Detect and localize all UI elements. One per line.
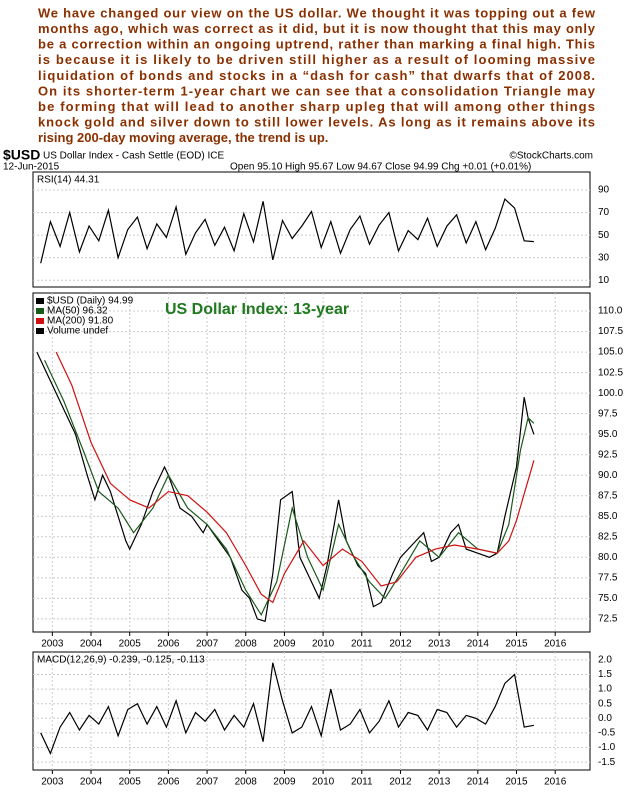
x-tick-label: 2003 [41,639,64,650]
x-tick-label: 2016 [544,777,567,788]
legend-label: MA(200) 91.80 [47,316,114,327]
line [36,351,535,623]
legend-label: $USD (Daily) 94.99 [47,296,134,307]
y-tick-label: 1.0 [598,684,612,695]
date: 12-Jun-2015 [3,162,60,173]
y-tick-label: 80.0 [598,552,618,563]
x-tick-label: 2014 [467,639,490,650]
y-tick-label: 97.5 [598,408,618,419]
x-tick-label: 2013 [428,639,451,650]
x-tick-label: 2014 [467,777,490,788]
legend-swatch [36,318,44,324]
source: ©StockCharts.com [509,151,593,162]
y-tick-label: -1.0 [598,742,616,753]
y-tick-label: 102.5 [598,367,623,378]
y-tick-label: 82.5 [598,531,618,542]
legend-swatch [36,328,44,334]
x-tick-label: 2008 [235,777,258,788]
y-tick-label: 0.5 [598,698,612,709]
y-tick-label: 50 [598,230,610,241]
x-tick-label: 2006 [157,639,180,650]
commentary-line: is because it is likely to be driven sti… [38,52,595,67]
line [40,662,535,755]
commentary-line: be forming that will lead to another sha… [38,99,595,114]
legend-swatch [36,308,44,314]
commentary-line: We have changed our view on the US dolla… [38,5,596,20]
x-tick-label: 2007 [196,639,219,650]
y-tick-label: 0.0 [598,713,612,724]
x-tick-label: 2015 [505,777,528,788]
y-tick-label: 10 [598,275,610,286]
x-tick-label: 2004 [80,639,103,650]
commentary-line: rising 200-day moving average, the trend… [38,130,328,145]
x-tick-label: 2011 [351,639,373,650]
y-tick-label: 92.5 [598,449,618,460]
commentary-line: liquidation of bonds and stocks in a “da… [38,68,595,83]
panel [32,292,591,633]
annotation: US Dollar Index: 13-year [165,301,349,318]
x-tick-label: 2013 [428,777,451,788]
y-tick-label: 75.0 [598,593,618,604]
y-tick-label: -1.5 [598,757,616,768]
line [40,198,534,264]
x-tick-label: 2005 [119,639,142,650]
x-tick-label: 2009 [273,639,296,650]
y-tick-label: 70 [598,207,610,218]
x-tick-label: 2006 [157,777,180,788]
x-tick-label: 2005 [119,777,142,788]
x-tick-label: 2015 [505,639,528,650]
y-tick-label: 72.5 [598,614,618,625]
panel [32,171,591,288]
y-tick-label: 90.0 [598,470,618,481]
x-tick-label: 2010 [312,777,335,788]
commentary-line: On its shorter-term 1-year chart we can … [38,83,596,98]
y-tick-label: 95.0 [598,429,618,440]
y-tick-label: 110.0 [598,306,623,317]
commentary: We have changed our view on the US dolla… [38,5,596,145]
y-tick-label: 90 [598,185,610,196]
x-tick-label: 2010 [312,639,335,650]
line [55,351,535,604]
commentary-line: knock gold and silver down to still lowe… [38,115,595,130]
y-tick-label: 107.5 [598,326,623,337]
x-tick-label: 2012 [389,777,412,788]
symbol: $USD [3,147,40,163]
x-tick-label: 2004 [80,777,103,788]
commentary-line: be a correction within an ongoing uptren… [38,37,595,52]
panel [32,651,591,771]
x-tick-label: 2011 [351,777,373,788]
y-tick-label: 105.0 [598,347,623,358]
panel-label: RSI(14) 44.31 [37,175,100,186]
y-tick-label: 77.5 [598,572,618,583]
commentary-line: months ago, which was correct as it did,… [38,21,596,36]
y-tick-label: 2.0 [598,655,612,666]
y-tick-label: 85.0 [598,511,618,522]
x-tick-label: 2009 [273,777,296,788]
index-name: US Dollar Index - Cash Settle (EOD) ICE [43,151,224,162]
x-tick-label: 2016 [544,639,567,650]
quote: Open 95.10 High 95.67 Low 94.67 Close 94… [230,162,531,173]
y-tick-label: 87.5 [598,490,618,501]
y-tick-label: 1.5 [598,669,612,680]
panel-label: MACD(12,26,9) -0.239, -0.125, -0.113 [37,655,205,666]
legend-label: MA(50) 96.32 [47,306,108,317]
y-tick-label: 30 [598,252,610,263]
y-tick-label: -0.5 [598,728,616,739]
legend-label: Volume undef [47,326,108,337]
y-tick-label: 100.0 [598,388,623,399]
x-tick-label: 2008 [235,639,258,650]
x-tick-label: 2007 [196,777,219,788]
x-tick-label: 2012 [389,639,412,650]
x-tick-label: 2003 [41,777,64,788]
legend-swatch [36,298,44,304]
